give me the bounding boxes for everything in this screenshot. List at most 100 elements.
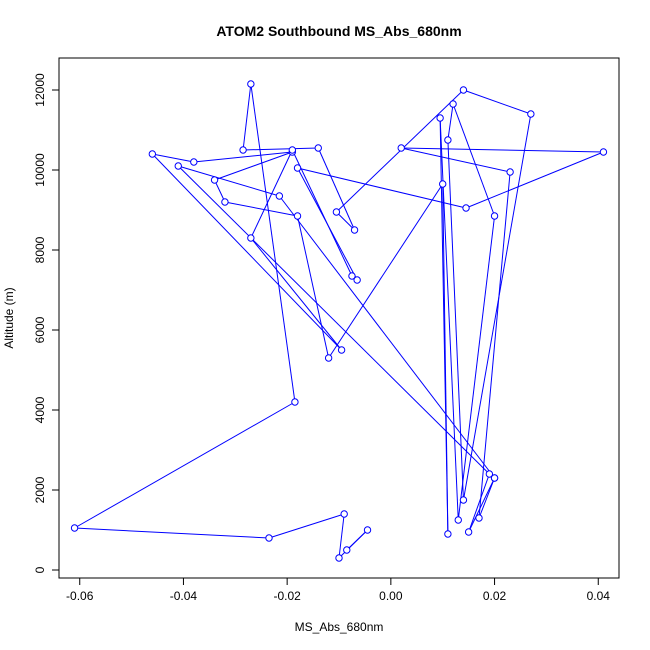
series-segment (297, 167, 467, 209)
series-segment (468, 473, 490, 533)
series-segment (442, 183, 449, 535)
series-segment (478, 477, 496, 519)
data-point (247, 80, 255, 88)
series-segment (193, 151, 293, 163)
data-point (332, 208, 341, 216)
data-point (439, 180, 447, 188)
series-segment (291, 149, 353, 277)
x-axis: -0.06 -0.04 -0.02 0.00 0.02 0.04 (66, 577, 611, 603)
series-segment (243, 147, 319, 151)
data-point (174, 162, 182, 170)
data-point (490, 474, 499, 482)
series-segment (177, 165, 490, 475)
y-tick-label: 6000 (33, 316, 47, 343)
data-point (343, 546, 351, 554)
series-segment (465, 151, 604, 209)
series-segment (317, 147, 356, 231)
series-segment (74, 527, 270, 539)
data-point (348, 272, 356, 280)
series-segment (224, 201, 298, 217)
series-segment (462, 113, 532, 501)
data-point (462, 204, 470, 212)
series-segment (338, 513, 345, 559)
series-segment (447, 139, 464, 501)
series-segment (278, 195, 495, 479)
data-point (340, 510, 348, 518)
series-segment (297, 167, 358, 281)
data-point (353, 276, 361, 284)
data-point (444, 530, 452, 538)
data-point (464, 528, 473, 536)
series-segment (250, 237, 342, 351)
data-point (454, 516, 462, 524)
data-point (210, 176, 219, 184)
series-segment (328, 183, 444, 359)
series-segment (214, 151, 293, 181)
x-axis-label: MS_Abs_680nm (295, 620, 384, 634)
data-point (599, 148, 608, 156)
y-tick-label: 0 (33, 566, 47, 573)
series-segment (468, 477, 496, 533)
series-segment (250, 83, 296, 403)
data-series (70, 80, 608, 562)
chart-title: ATOM2 Southbound MS_Abs_680nm (216, 23, 461, 39)
data-point (190, 158, 198, 166)
series-segment (401, 147, 511, 173)
data-point (148, 150, 157, 158)
y-tick-label: 8000 (33, 236, 47, 263)
data-point (288, 146, 297, 154)
x-tick-label: -0.06 (66, 589, 94, 603)
data-point (459, 496, 468, 504)
data-point (444, 136, 452, 144)
data-point (459, 86, 468, 94)
data-point (397, 144, 405, 152)
data-point (506, 168, 514, 176)
series-segment (452, 103, 496, 217)
y-tick-label: 2000 (33, 476, 47, 503)
series-segment (74, 401, 296, 529)
data-point (70, 524, 79, 532)
data-point (291, 398, 299, 406)
y-tick-label: 10000 (33, 153, 47, 187)
y-axis-label: Altitude (m) (2, 287, 16, 348)
data-point (363, 526, 372, 534)
data-point (490, 212, 499, 220)
data-point (350, 226, 359, 234)
series-segment (242, 83, 252, 151)
y-tick-label: 12000 (33, 73, 47, 107)
data-point (335, 554, 343, 562)
series-segment (457, 215, 496, 521)
series-segment (297, 215, 330, 359)
data-point (436, 114, 444, 122)
plot-frame (58, 57, 620, 579)
x-tick-label: -0.02 (273, 589, 301, 603)
data-point (275, 192, 284, 200)
series-segment (478, 171, 511, 519)
series-segment (152, 153, 194, 163)
series-segment (178, 165, 280, 197)
series-segment (268, 513, 345, 539)
series-segment (151, 153, 342, 351)
data-point (485, 470, 494, 478)
data-point (247, 234, 255, 242)
data-point (265, 534, 273, 542)
x-tick-label: 0.02 (483, 589, 507, 603)
data-point (314, 144, 322, 152)
x-tick-label: 0.00 (379, 589, 403, 603)
series-segment (336, 211, 355, 231)
data-point (475, 514, 483, 522)
data-point (527, 110, 535, 118)
x-tick-label: -0.04 (170, 589, 198, 603)
y-axis: 0 2000 4000 6000 8000 10000 12000 (33, 73, 60, 573)
data-point (324, 354, 333, 362)
series-segment (214, 179, 226, 203)
data-point (293, 164, 302, 172)
data-point (449, 100, 457, 108)
y-tick-label: 4000 (33, 396, 47, 423)
data-point (293, 212, 302, 220)
x-tick-label: 0.04 (587, 589, 611, 603)
data-point (221, 198, 229, 206)
series-segment (463, 89, 532, 115)
series-segment (401, 147, 604, 153)
series-segment (447, 103, 454, 141)
